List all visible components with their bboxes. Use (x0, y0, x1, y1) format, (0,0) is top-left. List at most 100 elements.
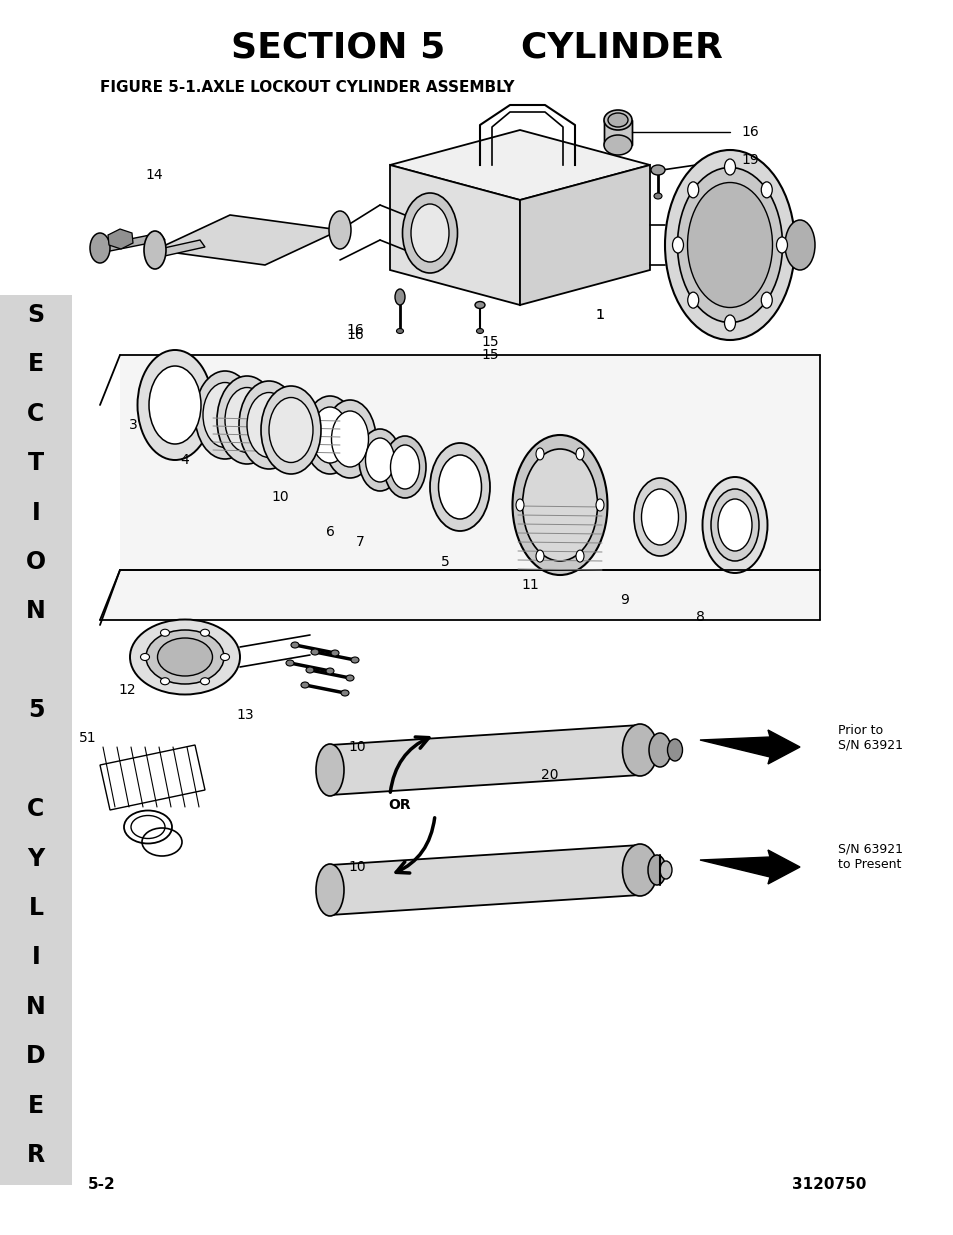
Ellipse shape (402, 193, 457, 273)
Ellipse shape (784, 220, 814, 270)
Text: 5-2: 5-2 (88, 1177, 115, 1192)
Polygon shape (390, 165, 519, 305)
Text: C: C (28, 797, 45, 821)
Text: 3: 3 (129, 417, 137, 432)
Ellipse shape (203, 383, 247, 447)
Ellipse shape (306, 667, 314, 673)
Text: 4: 4 (180, 453, 190, 467)
Ellipse shape (640, 489, 678, 545)
Ellipse shape (687, 182, 698, 198)
Text: 1: 1 (595, 308, 604, 322)
Ellipse shape (311, 650, 318, 655)
Ellipse shape (648, 734, 670, 767)
Ellipse shape (137, 350, 213, 459)
Text: L: L (29, 895, 44, 920)
Ellipse shape (476, 329, 483, 333)
Ellipse shape (576, 448, 583, 459)
Ellipse shape (411, 204, 449, 262)
Polygon shape (603, 120, 631, 144)
Ellipse shape (160, 678, 170, 684)
Text: N: N (26, 599, 46, 624)
Text: 10: 10 (271, 490, 289, 504)
Text: 10: 10 (348, 860, 365, 874)
Ellipse shape (687, 183, 772, 308)
Ellipse shape (312, 408, 348, 463)
Text: 13: 13 (236, 708, 253, 722)
Ellipse shape (677, 168, 781, 322)
Ellipse shape (576, 550, 583, 562)
Ellipse shape (475, 301, 484, 309)
Text: 9: 9 (619, 593, 629, 606)
Ellipse shape (536, 448, 543, 459)
Ellipse shape (130, 620, 240, 694)
Ellipse shape (664, 149, 794, 340)
Text: 51: 51 (79, 731, 96, 745)
Ellipse shape (760, 182, 772, 198)
Text: I: I (31, 945, 40, 969)
Text: 19: 19 (740, 153, 758, 167)
Polygon shape (120, 354, 820, 571)
Text: FIGURE 5-1.AXLE LOCKOUT CYLINDER ASSEMBLY: FIGURE 5-1.AXLE LOCKOUT CYLINDER ASSEMBL… (100, 80, 514, 95)
Ellipse shape (603, 135, 631, 156)
Text: 1: 1 (595, 308, 604, 322)
Ellipse shape (144, 231, 166, 269)
Text: 16: 16 (346, 324, 363, 337)
Polygon shape (100, 571, 820, 620)
Polygon shape (700, 850, 800, 884)
Ellipse shape (269, 398, 313, 462)
Ellipse shape (710, 489, 759, 561)
Ellipse shape (650, 165, 664, 175)
Ellipse shape (315, 743, 344, 797)
Ellipse shape (346, 676, 354, 680)
Text: S/N 63921
to Present: S/N 63921 to Present (837, 844, 902, 871)
Text: 3120750: 3120750 (791, 1177, 865, 1192)
Ellipse shape (390, 445, 419, 489)
Ellipse shape (90, 233, 110, 263)
Polygon shape (390, 130, 649, 200)
Polygon shape (154, 215, 339, 266)
Text: 6: 6 (325, 525, 335, 538)
Text: T: T (28, 451, 44, 475)
Polygon shape (330, 725, 639, 795)
Text: 14: 14 (145, 168, 163, 182)
Text: E: E (28, 1093, 44, 1118)
Text: 7: 7 (355, 535, 364, 550)
Text: 12: 12 (118, 683, 135, 697)
Ellipse shape (622, 724, 657, 776)
Text: 16: 16 (346, 329, 363, 342)
Ellipse shape (291, 642, 298, 648)
Ellipse shape (324, 400, 375, 478)
Text: SECTION 5      CYLINDER: SECTION 5 CYLINDER (231, 30, 722, 64)
Text: 5: 5 (440, 555, 449, 569)
Polygon shape (100, 745, 205, 810)
Ellipse shape (760, 293, 772, 309)
Ellipse shape (216, 375, 276, 464)
Text: 15: 15 (480, 348, 498, 362)
Ellipse shape (516, 499, 523, 511)
Ellipse shape (522, 450, 597, 561)
Ellipse shape (149, 366, 201, 445)
Text: 16: 16 (740, 125, 758, 140)
Ellipse shape (239, 382, 298, 469)
Ellipse shape (304, 396, 355, 474)
Ellipse shape (331, 411, 368, 467)
Ellipse shape (672, 237, 682, 253)
Ellipse shape (654, 193, 661, 199)
Ellipse shape (659, 861, 671, 879)
Ellipse shape (331, 650, 338, 656)
Polygon shape (519, 165, 649, 305)
Ellipse shape (776, 237, 786, 253)
Ellipse shape (396, 329, 403, 333)
Ellipse shape (200, 678, 210, 684)
Text: R: R (27, 1144, 45, 1167)
Ellipse shape (430, 443, 490, 531)
Text: 20: 20 (540, 768, 558, 782)
Polygon shape (108, 228, 132, 249)
Ellipse shape (384, 436, 426, 498)
Ellipse shape (365, 438, 395, 482)
Ellipse shape (723, 315, 735, 331)
Ellipse shape (220, 653, 230, 661)
Ellipse shape (358, 429, 400, 492)
Text: Prior to
S/N 63921: Prior to S/N 63921 (837, 724, 902, 752)
Text: N: N (26, 994, 46, 1019)
